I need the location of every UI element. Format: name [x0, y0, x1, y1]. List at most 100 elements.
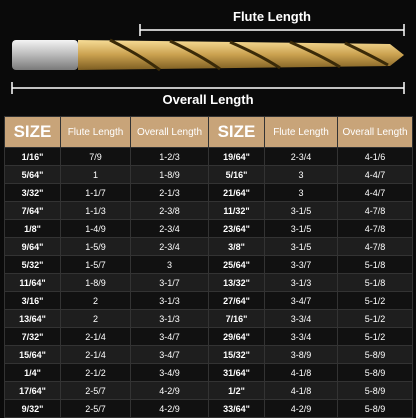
table-cell: 3/32": [4, 183, 61, 202]
table-cell: 5-1/2: [337, 291, 413, 310]
table-cell: 3-3/4: [264, 309, 338, 328]
table-cell: 2-1/4: [60, 345, 131, 364]
table-cell: 2-3/8: [130, 201, 209, 220]
table-cell: 5/16": [208, 165, 265, 184]
table-cell: 4-4/7: [337, 165, 413, 184]
table-cell: 15/64": [4, 345, 61, 364]
table-cell: 1/4": [4, 363, 61, 382]
table-cell: 3-8/9: [264, 345, 338, 364]
table-cell: 2: [60, 309, 131, 328]
table-cell: 3-1/5: [264, 237, 338, 256]
table-cell: 5-8/9: [337, 345, 413, 364]
size-table: SIZE Flute Length Overall Length SIZE Flute …: [4, 116, 413, 418]
table-row: 17/64" 2-5/7 4-2/9 1/2" 4-1/8 5-8/9: [4, 381, 413, 400]
drill-illustration: Flute Length Overall Length: [11, 9, 405, 107]
table-cell: 3-3/4: [264, 327, 338, 346]
table-cell: 3: [264, 183, 338, 202]
table-cell: 2: [60, 291, 131, 310]
table-cell: 5/32": [4, 255, 61, 274]
table-row: 15/64" 2-1/4 3-4/7 15/32" 3-8/9 5-8/9: [4, 345, 413, 364]
table-cell: 2-1/2: [60, 363, 131, 382]
table-row: 1/16" 7/9 1-2/3 19/64" 2-3/4 4-1/6: [4, 147, 413, 166]
table-cell: 5/64": [4, 165, 61, 184]
table-row: 9/32" 2-5/7 4-2/9 33/64" 4-2/9 5-8/9: [4, 399, 413, 418]
overall-length-label: Overall Length: [162, 92, 253, 107]
table-row: 3/16" 2 3-1/3 27/64" 3-4/7 5-1/2: [4, 291, 413, 310]
table-cell: 7/9: [60, 147, 131, 166]
table-cell: 3: [264, 165, 338, 184]
table-cell: 4-1/8: [264, 363, 338, 382]
table-cell: 2-5/7: [60, 399, 131, 418]
table-row: 9/64" 1-5/9 2-3/4 3/8" 3-1/5 4-7/8: [4, 237, 413, 256]
table-cell: 13/64": [4, 309, 61, 328]
table-cell: 1/2": [208, 381, 265, 400]
table-cell: 11/64": [4, 273, 61, 292]
table-cell: 1/8": [4, 219, 61, 238]
table-cell: 4-2/9: [264, 399, 338, 418]
table-cell: 11/32": [208, 201, 265, 220]
header-cell: SIZE: [4, 116, 61, 148]
table-cell: 4-2/9: [130, 399, 209, 418]
flute-length-label: Flute Length: [233, 9, 311, 24]
table-cell: 1-5/9: [60, 237, 131, 256]
table-cell: 3-1/3: [130, 291, 209, 310]
shank: [12, 40, 78, 70]
table-cell: 3-1/3: [264, 273, 338, 292]
table-body: 1/16" 7/9 1-2/3 19/64" 2-3/4 4-1/6 5/64" 1 1-8/9…: [4, 147, 413, 418]
table-cell: 15/32": [208, 345, 265, 364]
table-cell: 4-4/7: [337, 183, 413, 202]
spiral: [109, 38, 389, 72]
table-cell: 27/64": [208, 291, 265, 310]
table-cell: 31/64": [208, 363, 265, 382]
table-cell: 2-3/4: [130, 219, 209, 238]
table-cell: 5-1/8: [337, 255, 413, 274]
table-row: 1/8" 1-4/9 2-3/4 23/64" 3-1/5 4-7/8: [4, 219, 413, 238]
table-cell: 3-1/5: [264, 219, 338, 238]
header-row: SIZE Flute Length Overall Length SIZE Flute …: [4, 116, 413, 148]
table-cell: 1-1/3: [60, 201, 131, 220]
table-row: 5/32" 1-5/7 3 25/64" 3-3/7 5-1/8: [4, 255, 413, 274]
table-cell: 2-1/3: [130, 183, 209, 202]
header-cell: Overall Length: [130, 116, 209, 148]
table-cell: 7/32": [4, 327, 61, 346]
table-cell: 1-1/7: [60, 183, 131, 202]
table-cell: 4-7/8: [337, 219, 413, 238]
table-cell: 9/32": [4, 399, 61, 418]
table-cell: 1: [60, 165, 131, 184]
table-cell: 3-1/5: [264, 201, 338, 220]
table-cell: 3-1/7: [130, 273, 209, 292]
table-cell: 5-8/9: [337, 381, 413, 400]
table-cell: 3-4/7: [130, 327, 209, 346]
header-cell: Overall Length: [337, 116, 413, 148]
table-cell: 7/16": [208, 309, 265, 328]
table-cell: 5-1/2: [337, 309, 413, 328]
table-cell: 2-3/4: [264, 147, 338, 166]
table-row: 13/64" 2 3-1/3 7/16" 3-3/4 5-1/2: [4, 309, 413, 328]
header-cell: Flute Length: [60, 116, 131, 148]
table-cell: 4-1/8: [264, 381, 338, 400]
table-row: 3/32" 1-1/7 2-1/3 21/64" 3 4-4/7: [4, 183, 413, 202]
table-row: 1/4" 2-1/2 3-4/9 31/64" 4-1/8 5-8/9: [4, 363, 413, 382]
table-cell: 3/8": [208, 237, 265, 256]
header-cell: Flute Length: [264, 116, 338, 148]
table-cell: 3/16": [4, 291, 61, 310]
table-cell: 4-7/8: [337, 237, 413, 256]
table-cell: 21/64": [208, 183, 265, 202]
table-cell: 25/64": [208, 255, 265, 274]
table-row: 11/64" 1-8/9 3-1/7 13/32" 3-1/3 5-1/8: [4, 273, 413, 292]
table-cell: 33/64": [208, 399, 265, 418]
table-cell: 5-8/9: [337, 399, 413, 418]
table-cell: 1-2/3: [130, 147, 209, 166]
table-cell: 19/64": [208, 147, 265, 166]
table-cell: 5-1/2: [337, 327, 413, 346]
table-row: 7/64" 1-1/3 2-3/8 11/32" 3-1/5 4-7/8: [4, 201, 413, 220]
table-cell: 2-5/7: [60, 381, 131, 400]
table-cell: 3-4/7: [264, 291, 338, 310]
table-cell: 3-4/9: [130, 363, 209, 382]
table-cell: 1/16": [4, 147, 61, 166]
table-cell: 1-8/9: [130, 165, 209, 184]
table-cell: 2-3/4: [130, 237, 209, 256]
table-cell: 5-1/8: [337, 273, 413, 292]
table-row: 5/64" 1 1-8/9 5/16" 3 4-4/7: [4, 165, 413, 184]
table-cell: 1-8/9: [60, 273, 131, 292]
